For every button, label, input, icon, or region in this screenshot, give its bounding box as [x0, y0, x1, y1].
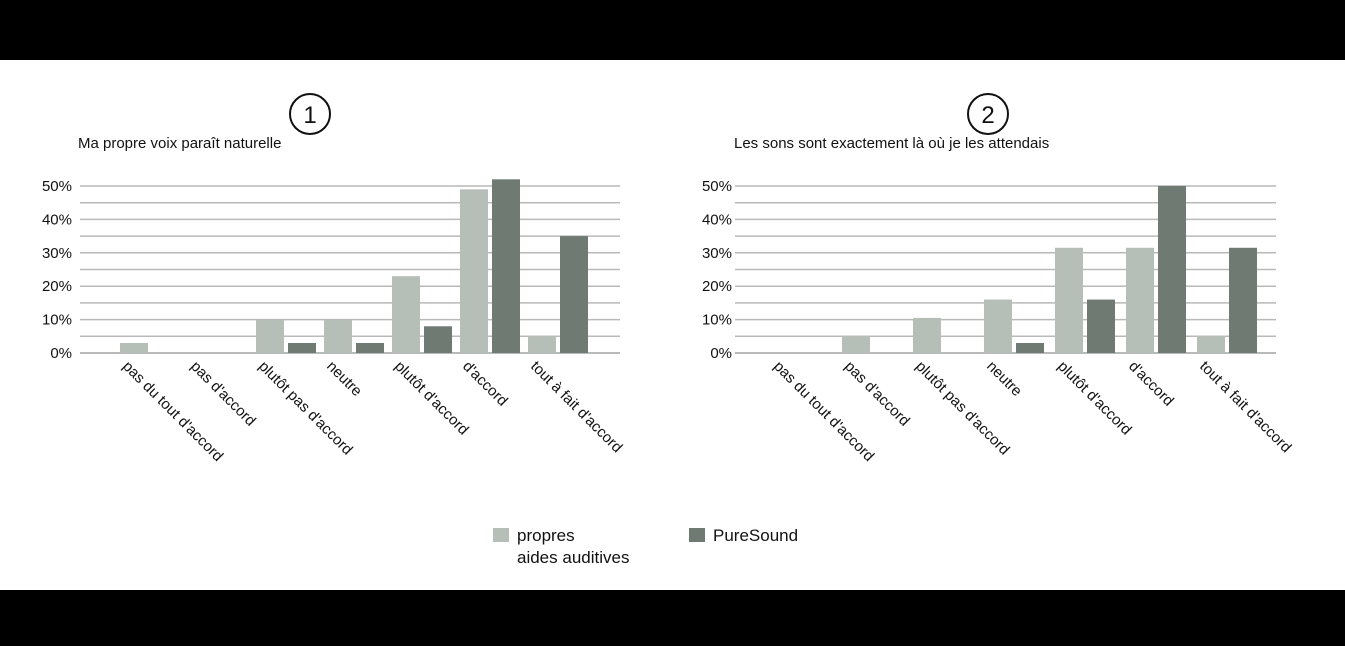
bar-propres: [460, 189, 488, 353]
chart-title: Les sons sont exactement là où je les at…: [734, 135, 1049, 152]
chart-badge-number: 1: [303, 102, 316, 129]
chart-badge-number: 2: [981, 102, 994, 129]
bar-propres: [1197, 336, 1225, 353]
chart-badge-circle: [289, 93, 331, 135]
bar-propres: [120, 342, 148, 353]
legend-item-propres: propres aides auditives: [493, 525, 629, 569]
x-category-label: tout à fait d'accord: [527, 358, 625, 456]
x-category-label: plutôt d'accord: [1054, 358, 1135, 439]
x-category-label: d'accord: [1125, 358, 1177, 410]
y-tick-label: 40%: [702, 211, 732, 228]
bar-propres: [984, 299, 1012, 353]
y-tick-label: 0%: [50, 345, 72, 362]
y-tick-label: 0%: [710, 345, 732, 362]
legend-swatch-propres: [493, 528, 509, 542]
bar-propres: [1055, 247, 1083, 353]
legend-label-puresound: PureSound: [713, 526, 799, 545]
chart-1: 1 Ma propre voix paraît naturelle 0% 10% 20%…: [42, 93, 626, 465]
bar-puresound: [1158, 186, 1186, 353]
x-category-label: neutre: [323, 358, 365, 400]
y-tick-label: 50%: [42, 178, 72, 195]
x-category-label: tout à fait d'accord: [1196, 358, 1294, 456]
bar-puresound: [1229, 247, 1257, 353]
y-tick-label: 20%: [42, 278, 72, 295]
bar-propres: [1126, 247, 1154, 353]
y-tick-label: 10%: [702, 312, 732, 329]
x-category-label: neutre: [983, 358, 1025, 400]
y-tick-label: 40%: [42, 211, 72, 228]
chart-2: 2 Les sons sont exactement là où je les a…: [702, 93, 1295, 465]
bar-propres: [256, 319, 284, 353]
bar-puresound: [356, 342, 384, 353]
legend: propres aides auditives PureSound: [0, 525, 1345, 575]
bar-propres: [324, 319, 352, 353]
chart-panel: [0, 60, 1345, 590]
bar-puresound: [424, 326, 452, 353]
y-tick-label: 30%: [702, 245, 732, 262]
bar-propres: [913, 317, 941, 353]
bar-puresound: [1016, 342, 1044, 353]
legend-label-propres: propres aides auditives: [517, 526, 630, 567]
bar-puresound: [288, 342, 316, 353]
legend-item-puresound: PureSound: [689, 525, 798, 547]
x-category-label: pas d'accord: [187, 358, 259, 430]
bar-puresound: [1087, 299, 1115, 353]
x-category-label: d'accord: [459, 358, 511, 410]
y-tick-label: 10%: [42, 312, 72, 329]
legend-swatch-puresound: [689, 528, 705, 542]
bar-puresound: [492, 179, 520, 353]
y-tick-label: 20%: [702, 278, 732, 295]
bar-propres: [528, 336, 556, 353]
chart-title: Ma propre voix paraît naturelle: [78, 135, 281, 152]
bar-propres: [392, 276, 420, 353]
bar-propres: [842, 336, 870, 353]
y-tick-label: 30%: [42, 245, 72, 262]
y-tick-label: 50%: [702, 178, 732, 195]
chart-badge-circle: [967, 93, 1009, 135]
x-category-label: pas d'accord: [841, 358, 913, 430]
bar-puresound: [560, 236, 588, 353]
